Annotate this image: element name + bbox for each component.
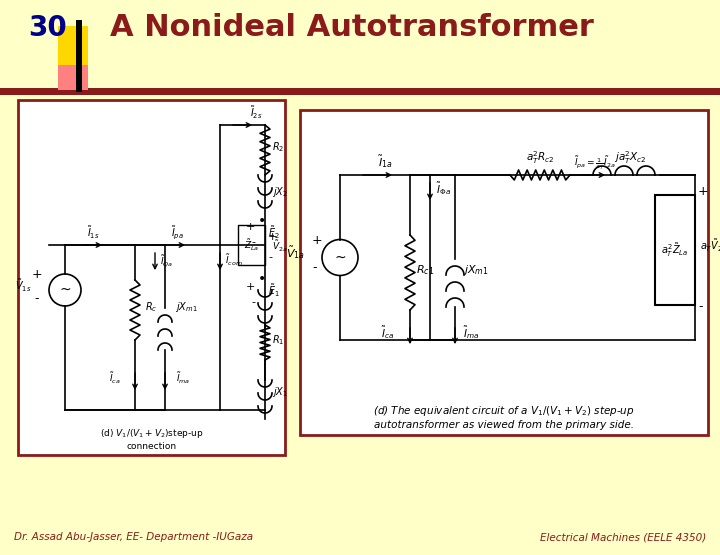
Text: $R_2$: $R_2$: [272, 140, 284, 154]
Text: Electrical Machines (EELE 4350): Electrical Machines (EELE 4350): [540, 532, 706, 542]
Text: $R_{c1}$: $R_{c1}$: [416, 263, 434, 277]
Bar: [0, 88, 720, 95]
Text: $\tilde{I}_{ma}$: $\tilde{I}_{ma}$: [176, 371, 190, 386]
Text: $\tilde{V}_{2a}$: $\tilde{V}_{2a}$: [272, 238, 288, 254]
Text: (d) $V_1/(V_1+V_2)$step-up
connection: (d) $V_1/(V_1+V_2)$step-up connection: [99, 427, 203, 451]
Text: +: +: [246, 282, 255, 292]
Text: $\tilde{I}_{\Phi a}$: $\tilde{I}_{\Phi a}$: [436, 180, 451, 197]
Text: +: +: [246, 222, 255, 232]
Text: $\tilde{I}_{pa}=\frac{1}{a_T}\tilde{I}_{2a}$: $\tilde{I}_{pa}=\frac{1}{a_T}\tilde{I}_{…: [574, 154, 616, 171]
Text: •: •: [258, 214, 266, 228]
Bar: [238, 225, 265, 265]
Text: $\tilde{V}_{1a}$: $\tilde{V}_{1a}$: [286, 244, 305, 261]
Text: $a_T^2\tilde{Z}_{La}$: $a_T^2\tilde{Z}_{La}$: [661, 241, 689, 259]
Text: $\tilde{I}_{1a}$: $\tilde{I}_{1a}$: [377, 153, 392, 170]
Text: -: -: [268, 252, 272, 262]
Text: $ja_T^2X_{c2}$: $ja_T^2X_{c2}$: [613, 149, 647, 166]
Text: $\tilde{I}_{ca}$: $\tilde{I}_{ca}$: [109, 371, 121, 386]
Text: $\tilde{V}_{1s}$: $\tilde{V}_{1s}$: [14, 277, 31, 294]
Text: $\tilde{E}_2$: $\tilde{E}_2$: [268, 224, 280, 241]
Text: $jX_1$: $jX_1$: [272, 385, 288, 399]
Text: $\tilde{Z}_{La}$: $\tilde{Z}_{La}$: [244, 238, 259, 253]
Text: $jX_{m1}$: $jX_{m1}$: [175, 300, 198, 314]
Bar: [18, 100, 285, 455]
Text: ~: ~: [334, 250, 346, 265]
Text: -: -: [251, 237, 255, 247]
Bar: [58, 26, 88, 68]
Text: $jX_{m1}$: $jX_{m1}$: [463, 263, 489, 277]
Text: -: -: [312, 261, 317, 275]
Text: $R_c$: $R_c$: [145, 300, 158, 314]
Text: +: +: [698, 185, 708, 198]
Text: 30: 30: [28, 14, 67, 42]
Text: Dr. Assad Abu-Jasser, EE- Department -IUGaza: Dr. Assad Abu-Jasser, EE- Department -IU…: [14, 532, 253, 542]
Bar: [58, 65, 88, 90]
Text: +: +: [32, 268, 42, 281]
Text: $R_1$: $R_1$: [272, 333, 284, 347]
Text: ~: ~: [59, 283, 71, 297]
Text: -: -: [35, 292, 40, 305]
Bar: [76, 20, 82, 92]
Text: $\tilde{I}_{2s}$: $\tilde{I}_{2s}$: [250, 104, 263, 121]
Text: $\tilde{I}_{com}$: $\tilde{I}_{com}$: [225, 253, 243, 269]
Text: $\tilde{I}_{1s}$: $\tilde{I}_{1s}$: [86, 224, 99, 241]
Text: $\tilde{I}_{ca}$: $\tilde{I}_{ca}$: [382, 324, 395, 341]
Text: +: +: [268, 232, 277, 242]
Text: +: +: [312, 234, 323, 246]
Text: -: -: [251, 297, 255, 307]
Bar: [655, 195, 695, 305]
Text: $\tilde{I}_{Qa}$: $\tilde{I}_{Qa}$: [160, 254, 174, 269]
Text: -: -: [698, 300, 703, 313]
Text: $a_T\tilde{V}_{2a}$: $a_T\tilde{V}_{2a}$: [700, 237, 720, 254]
Bar: [300, 110, 708, 435]
Text: $\tilde{E}_1$: $\tilde{E}_1$: [268, 282, 280, 299]
Text: A Nonideal Autotransformer: A Nonideal Autotransformer: [110, 13, 594, 43]
Text: $\tilde{I}_{ma}$: $\tilde{I}_{ma}$: [463, 324, 480, 341]
Text: $a_T^2R_{c2}$: $a_T^2R_{c2}$: [526, 149, 554, 166]
Text: $jX_2$: $jX_2$: [272, 185, 288, 199]
Text: $\tilde{I}_{pa}$: $\tilde{I}_{pa}$: [171, 224, 184, 242]
Text: (d) The equivalent circuit of a $V_1/(V_1 + V_2)$ step-up
autotransformer as vie: (d) The equivalent circuit of a $V_1/(V_…: [373, 404, 635, 430]
Text: •: •: [258, 272, 266, 286]
